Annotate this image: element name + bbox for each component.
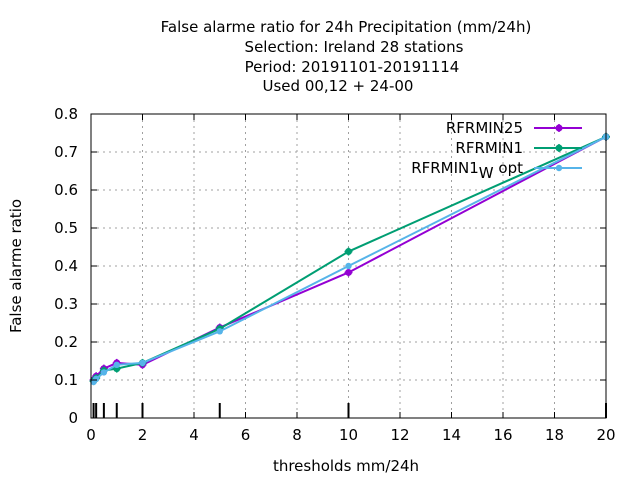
- threshold-marks: [92, 403, 607, 418]
- y-tick-label: 0.5: [54, 219, 78, 237]
- series: [89, 132, 610, 386]
- y-tick-label: 0: [68, 409, 78, 427]
- series-point: [139, 359, 146, 367]
- y-tick-label: 0.3: [54, 295, 78, 313]
- x-tick-label: 20: [596, 426, 615, 444]
- series-2: [89, 132, 610, 386]
- title-line-1: False alarme ratio for 24h Precipitation…: [161, 18, 532, 36]
- x-tick-label: 14: [442, 426, 461, 444]
- y-tick-label: 0.4: [54, 257, 78, 275]
- x-tick-label: 16: [493, 426, 512, 444]
- y-axis-label: False alarme ratio: [7, 199, 25, 333]
- series-point: [113, 361, 120, 368]
- legend-entry-1: RFRMIN25: [446, 119, 582, 137]
- legend-label: RFRMIN1W opt: [411, 159, 523, 182]
- grid: [91, 114, 606, 418]
- series-3: [90, 133, 610, 386]
- x-tick-label: 4: [189, 426, 199, 444]
- series-point: [92, 375, 100, 383]
- legend: RFRMIN25 RFRMIN1 RFRMIN1W opt: [411, 119, 582, 182]
- y-tick-label: 0.1: [54, 371, 78, 389]
- x-tick-label: 2: [138, 426, 148, 444]
- x-tick-label: 6: [241, 426, 251, 444]
- series-point: [345, 262, 352, 270]
- series-point: [555, 164, 563, 172]
- series-line: [92, 135, 607, 382]
- legend-entry-2: RFRMIN1: [455, 139, 582, 157]
- y-tick-label: 0.7: [54, 143, 78, 161]
- series-line: [92, 135, 607, 383]
- series-point: [100, 369, 108, 376]
- title-line-4: Used 00,12 + 24-00: [263, 77, 414, 95]
- title-line-3: Period: 20191101-20191114: [245, 58, 460, 76]
- x-axis-ticks: 0 2 4 6 8 10 12 14 16 18 20: [86, 114, 616, 444]
- x-tick-label: 0: [86, 426, 96, 444]
- y-tick-label: 0.6: [54, 181, 78, 199]
- y-tick-label: 0.8: [54, 105, 78, 123]
- x-tick-label: 18: [545, 426, 564, 444]
- x-tick-label: 8: [292, 426, 302, 444]
- legend-label: RFRMIN1: [455, 139, 523, 157]
- series-point: [216, 328, 223, 335]
- legend-label: RFRMIN25: [446, 119, 523, 137]
- series-line: [92, 135, 607, 381]
- chart-title: False alarme ratio for 24h Precipitation…: [161, 18, 532, 95]
- y-tick-label: 0.2: [54, 333, 78, 351]
- x-tick-label: 10: [339, 426, 358, 444]
- y-axis-ticks: 0 0.1 0.2 0.3 0.4 0.5 0.6 0.7 0.8: [54, 105, 606, 427]
- x-axis-label: thresholds mm/24h: [273, 457, 419, 475]
- legend-entry-3: RFRMIN1W opt: [411, 159, 582, 182]
- x-tick-label: 12: [390, 426, 409, 444]
- title-line-2: Selection: Ireland 28 stations: [245, 38, 464, 56]
